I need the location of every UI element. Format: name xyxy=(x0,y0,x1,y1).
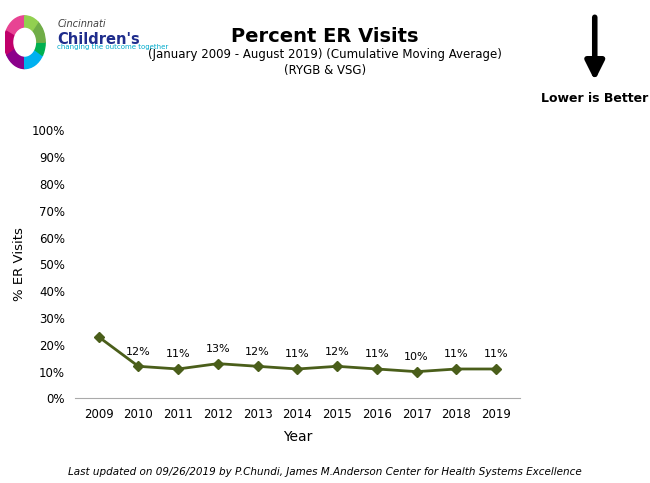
Wedge shape xyxy=(32,22,45,42)
Wedge shape xyxy=(5,31,16,56)
Y-axis label: % ER Visits: % ER Visits xyxy=(13,227,26,301)
Text: 11%: 11% xyxy=(166,349,190,359)
Wedge shape xyxy=(6,16,25,36)
Text: 11%: 11% xyxy=(444,349,469,359)
Text: 10%: 10% xyxy=(404,352,429,362)
Wedge shape xyxy=(34,42,45,56)
Text: 13%: 13% xyxy=(205,344,230,354)
Text: Children's: Children's xyxy=(57,32,140,47)
X-axis label: Year: Year xyxy=(283,429,312,443)
Wedge shape xyxy=(25,49,42,69)
Text: (RYGB & VSG): (RYGB & VSG) xyxy=(284,64,366,77)
Text: 11%: 11% xyxy=(285,349,309,359)
Text: Last updated on 09/26/2019 by P.Chundi, James M.Anderson Center for Health Syste: Last updated on 09/26/2019 by P.Chundi, … xyxy=(68,467,582,477)
Text: 12%: 12% xyxy=(325,347,350,356)
Text: Percent ER Visits: Percent ER Visits xyxy=(231,27,419,45)
Text: Cincinnati: Cincinnati xyxy=(57,19,106,29)
Text: 11%: 11% xyxy=(365,349,389,359)
Circle shape xyxy=(14,28,35,56)
Text: Lower is Better: Lower is Better xyxy=(541,92,649,105)
Text: 12%: 12% xyxy=(126,347,151,356)
Text: changing the outcome together: changing the outcome together xyxy=(57,44,168,50)
Text: 12%: 12% xyxy=(245,347,270,356)
Text: (January 2009 - August 2019) (Cumulative Moving Average): (January 2009 - August 2019) (Cumulative… xyxy=(148,48,502,61)
Wedge shape xyxy=(25,16,38,31)
Wedge shape xyxy=(7,49,25,69)
Text: 11%: 11% xyxy=(484,349,508,359)
